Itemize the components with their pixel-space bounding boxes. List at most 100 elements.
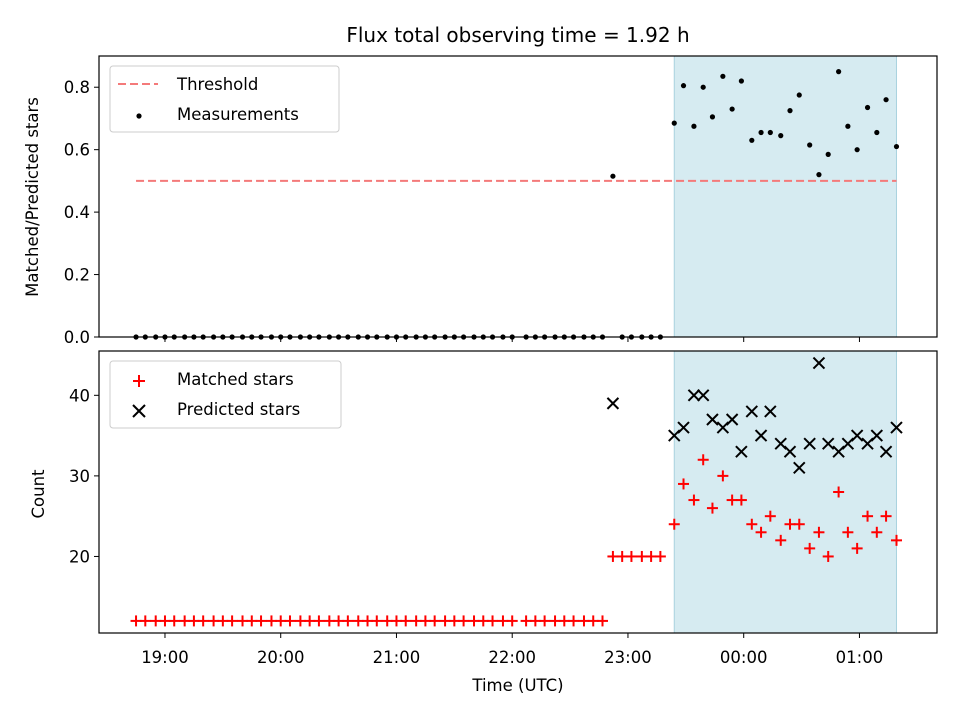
matched-star-point — [150, 615, 162, 627]
predicted-star-mark-b — [764, 405, 777, 418]
predicted-star-mark-b — [606, 397, 620, 410]
predicted-star-mark-b — [793, 461, 806, 475]
matched-star-point — [625, 550, 637, 562]
legend-measurements-swatch — [136, 113, 142, 119]
matched-star-point — [862, 510, 874, 522]
measurement-point — [816, 172, 822, 178]
top-panel: 0.00.20.40.60.8 Matched/Predicted stars … — [23, 55, 938, 347]
measurement-point — [796, 92, 802, 98]
matched-star-point — [813, 526, 825, 538]
bottom-x-tick-label: 23:00 — [604, 648, 652, 667]
matched-star-point — [804, 542, 816, 554]
predicted-star-mark-b — [821, 437, 835, 450]
matched-star-point — [678, 478, 690, 490]
matched-star-point — [313, 615, 325, 627]
matched-star-point — [468, 615, 480, 627]
top-y-tick-label: 0.8 — [64, 78, 90, 97]
matched-star-point — [645, 550, 657, 562]
bottom-x-tick-label: 22:00 — [488, 648, 536, 667]
matched-star-point — [833, 486, 845, 498]
legend-predicted-swatch — [132, 404, 146, 418]
matched-star-point — [159, 615, 171, 627]
top-x-axis — [164, 337, 860, 342]
predicted-star-point — [879, 445, 893, 458]
matched-star-point — [497, 615, 509, 627]
top-y-tick-label: 0.6 — [64, 141, 90, 160]
matched-star-point — [400, 615, 412, 627]
matched-star-point — [735, 494, 747, 506]
matched-star-point — [429, 615, 441, 627]
predicted-star-mark-b — [783, 445, 797, 458]
measurement-point — [709, 114, 716, 120]
matched-star-point — [477, 615, 489, 627]
measurement-point — [610, 173, 616, 179]
predicted-star-mark-b — [774, 437, 787, 450]
predicted-star-mark-b — [696, 389, 710, 402]
predicted-star-mark-b — [890, 421, 903, 434]
predicted-star-point — [696, 389, 710, 402]
x-axis-label: Time (UTC) — [471, 676, 563, 695]
predicted-star-mark-b — [812, 356, 826, 370]
predicted-star-point — [812, 356, 826, 370]
matched-star-point — [880, 510, 892, 522]
matched-star-point — [822, 550, 834, 562]
chart-title: Flux total observing time = 1.92 h — [346, 23, 689, 47]
measurement-point — [778, 133, 784, 139]
bottom-y-tick-label: 40 — [69, 386, 90, 405]
matched-star-point — [458, 615, 470, 627]
predicted-star-point — [745, 405, 759, 418]
matched-star-point — [654, 550, 666, 562]
matched-star-point — [793, 518, 805, 530]
matched-star-point — [217, 615, 229, 627]
top-y-tick-label: 0.0 — [64, 328, 90, 347]
matched-star-point — [419, 615, 431, 627]
measurement-point — [893, 143, 900, 150]
predicted-star-point — [821, 437, 835, 450]
predicted-star-point — [890, 421, 903, 434]
bottom-y-axis-label: Count — [29, 469, 48, 519]
legend-predicted-label: Predicted stars — [177, 400, 300, 419]
matched-star-point — [208, 615, 220, 627]
bottom-panel: 20 30 40 19:00 20:00 21:00 22:00 23:00 00:00 01:… — [29, 350, 938, 695]
matched-star-point — [587, 615, 599, 627]
measurement-point — [845, 123, 851, 129]
matched-star-point — [568, 615, 580, 627]
bottom-x-axis: 19:00 20:00 21:00 22:00 23:00 00:00 01:00 — [141, 633, 883, 667]
predicted-star-mark-b — [706, 413, 719, 426]
measurement-point — [825, 151, 831, 157]
measurement-point — [680, 83, 687, 89]
matched-star-point — [487, 615, 499, 627]
measurement-point — [787, 108, 793, 114]
bottom-x-tick-label: 01:00 — [836, 648, 884, 667]
matched-star-point — [284, 615, 296, 627]
matched-star-point — [381, 615, 393, 627]
measurement-point — [883, 97, 889, 103]
legend-threshold-label: Threshold — [176, 75, 258, 94]
matched-star-point — [410, 615, 422, 627]
bottom-plot-frame — [98, 350, 938, 634]
bottom-x-tick-label: 21:00 — [373, 648, 421, 667]
predicted-star-mark-b — [677, 421, 690, 434]
measurement-point — [691, 123, 697, 129]
matched-star-point — [439, 615, 451, 627]
matched-star-point — [371, 615, 383, 627]
top-plot-frame — [98, 55, 938, 338]
predicted-star-point — [735, 445, 748, 458]
measurement-point — [738, 78, 744, 84]
matched-star-point — [539, 615, 551, 627]
bottom-shaded-region — [673, 350, 897, 634]
predicted-star-mark-b — [870, 429, 884, 442]
bottom-x-tick-label: 19:00 — [141, 648, 189, 667]
predicted-star-point — [754, 429, 768, 442]
top-shaded-span — [673, 55, 897, 338]
predicted-star-mark-b — [803, 437, 816, 450]
measurement-point — [700, 84, 706, 90]
top-shaded-region — [673, 55, 897, 338]
measurement-point — [671, 120, 677, 126]
matched-star-point — [784, 518, 796, 530]
measurement-point — [874, 129, 880, 136]
matched-star-point — [746, 518, 758, 530]
matched-star-point — [549, 615, 561, 627]
top-y-tick-label: 0.2 — [64, 266, 90, 285]
matched-star-point — [688, 494, 700, 506]
